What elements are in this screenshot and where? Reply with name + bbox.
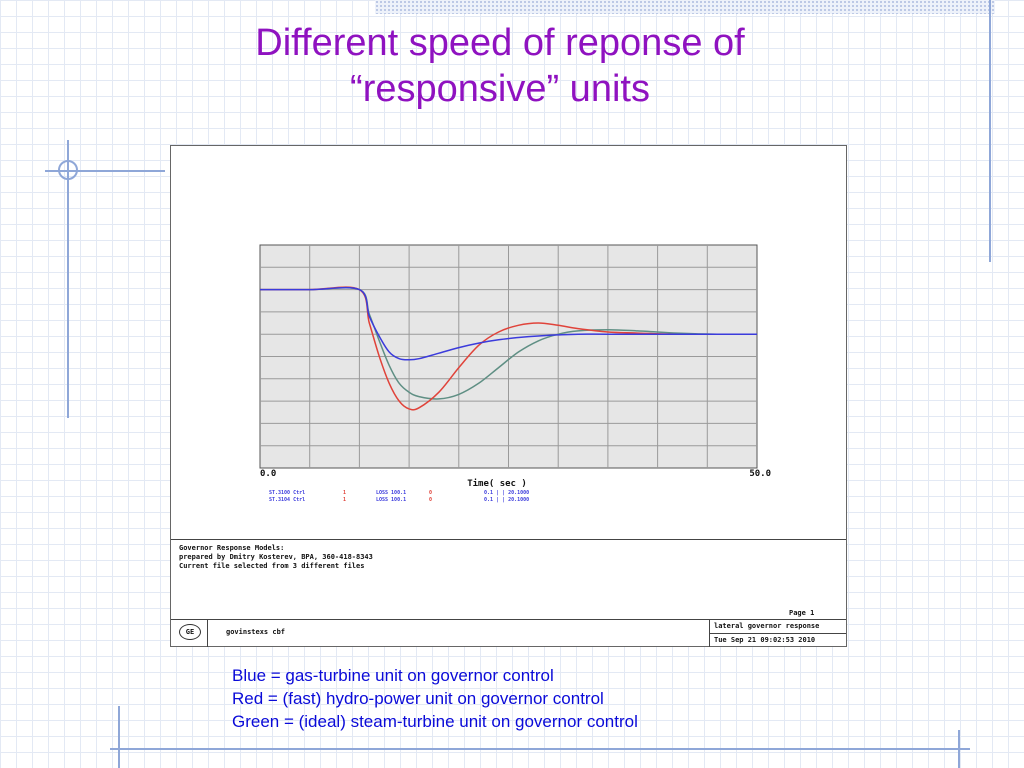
legend-col5-row2: 0.1 | | 20.1000 xyxy=(484,497,529,503)
deco-vertical-line-left xyxy=(67,140,69,418)
slide-title: Different speed of reponse of “responsiv… xyxy=(160,20,840,112)
deco-vertical-line-right xyxy=(989,0,991,262)
info-line-1: Governor Response Models: xyxy=(179,544,285,552)
deco-horizontal-line-left xyxy=(45,170,165,172)
info-block: Governor Response Models: prepared by Dm… xyxy=(171,539,846,620)
slide-caption: Blue = gas-turbine unit on governor cont… xyxy=(232,664,832,733)
legend-col3-row1: LOSS 100.1 xyxy=(376,490,406,496)
chart-svg: 0.0 50.0 Time( sec ) ST.3100 Ctrl ST.310… xyxy=(259,244,771,503)
legend-col2-row2: 1 xyxy=(343,497,346,503)
legend-col5-row1: 0.1 | | 20.1000 xyxy=(484,490,529,496)
series-line-red xyxy=(260,286,757,411)
caption-line-green: Green = (ideal) steam-turbine unit on go… xyxy=(232,712,638,731)
legend-col1-row1: ST.3100 Ctrl xyxy=(269,490,305,496)
caption-line-blue: Blue = gas-turbine unit on governor cont… xyxy=(232,666,554,685)
series-lines xyxy=(260,286,758,411)
legend: ST.3100 Ctrl ST.3104 Ctrl 1 1 LOSS 100.1… xyxy=(269,490,529,503)
deco-horizontal-line-bottom xyxy=(110,748,970,750)
page-label: Page 1 xyxy=(789,609,815,617)
legend-col1-row2: ST.3104 Ctrl xyxy=(269,497,305,503)
deco-circle xyxy=(58,160,78,180)
deco-vertical-line-bottom-left xyxy=(118,706,120,768)
footer-right-title: lateral governor response xyxy=(714,622,820,630)
x-axis-label: Time( sec ) xyxy=(467,478,527,489)
figure-footer: GE govinstexs cbf lateral governor respo… xyxy=(171,619,846,647)
info-line-2: prepared by Dmitry Kosterev, BPA, 360-41… xyxy=(179,553,373,561)
slide-title-line-1: Different speed of reponse of xyxy=(255,22,745,64)
legend-col4-row2: 0 xyxy=(429,497,432,503)
deco-vertical-line-bottom-right xyxy=(958,730,960,768)
legend-col4-row1: 0 xyxy=(429,490,432,496)
caption-line-red: Red = (fast) hydro-power unit on governo… xyxy=(232,689,604,708)
header-pattern-bar xyxy=(375,0,995,14)
info-line-3: Current file selected from 3 different f… xyxy=(179,562,365,570)
x-tick-label-start: 0.0 xyxy=(260,469,276,479)
chart-figure: 0.0 50.0 Time( sec ) ST.3100 Ctrl ST.310… xyxy=(170,145,847,647)
footer-file-name: govinstexs cbf xyxy=(226,628,286,636)
legend-col3-row2: LOSS 100.1 xyxy=(376,497,406,503)
footer-divider-mid xyxy=(709,633,846,634)
ge-logo-icon: GE xyxy=(179,624,201,640)
footer-right-date: Tue Sep 21 09:02:53 2010 xyxy=(714,636,816,644)
legend-col2-row1: 1 xyxy=(343,490,346,496)
series-line-blue xyxy=(260,286,757,361)
slide-title-line-2: “responsive” units xyxy=(350,68,650,110)
footer-divider-left xyxy=(207,620,208,647)
x-tick-label-end: 50.0 xyxy=(749,469,771,479)
